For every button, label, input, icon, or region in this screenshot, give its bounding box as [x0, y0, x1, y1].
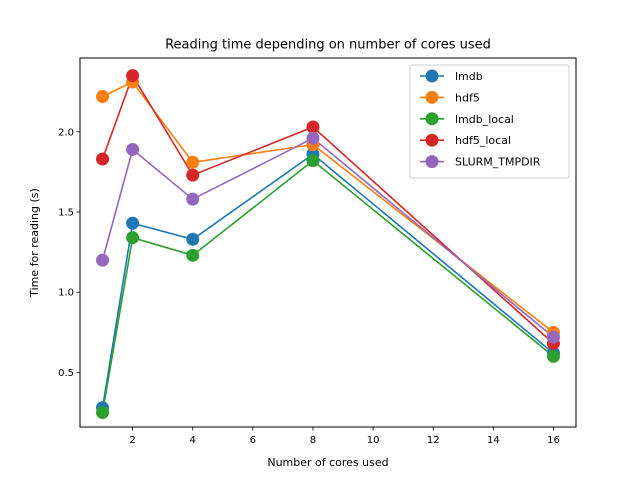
legend-label-hdf5: hdf5 [455, 91, 480, 104]
legend: lmdb hdf5 lmdb_local hdf5_local SLURM_TMPDIR [409, 64, 570, 179]
data-point-lmdb_local [96, 406, 110, 420]
legend-label-lmdb: lmdb [455, 70, 483, 83]
x-tick-label: 14 [487, 435, 500, 446]
data-point-hdf5_local [306, 120, 320, 134]
x-axis-label: Number of cores used [267, 456, 388, 469]
data-point-SLURM_TMPDIR [306, 131, 320, 145]
legend-label-SLURM_TMPDIR: SLURM_TMPDIR [455, 156, 541, 169]
x-tick-label: 6 [250, 435, 256, 446]
x-tick-label: 4 [190, 435, 196, 446]
y-axis-label: Time for reading (s) [28, 188, 41, 298]
y-tick-label: 0.5 [58, 368, 74, 379]
data-point-lmdb_local [306, 154, 320, 168]
x-tick-label: 16 [547, 435, 560, 446]
x-tick-label: 2 [129, 435, 135, 446]
x-tick-label: 12 [427, 435, 440, 446]
legend-label-lmdb_local: lmdb_local [455, 113, 514, 126]
y-axis: 0.5 1.0 1.5 2.0 [58, 127, 80, 379]
data-point-lmdb_local [546, 349, 560, 363]
legend-box [409, 64, 570, 179]
series-line-lmdb_local [101, 159, 554, 413]
plot-area [96, 69, 560, 420]
data-point-SLURM_TMPDIR [96, 253, 110, 267]
data-point-SLURM_TMPDIR [186, 192, 200, 206]
data-point-lmdb_local [186, 248, 200, 262]
y-tick-label: 1.5 [58, 208, 74, 219]
y-tick-label: 2.0 [58, 127, 74, 138]
data-point-hdf5_local [96, 152, 110, 166]
data-point-lmdb_local [126, 231, 140, 245]
data-point-lmdb [186, 232, 200, 246]
plot-frame [79, 57, 577, 428]
legend-label-hdf5_local: hdf5_local [455, 134, 511, 147]
data-point-hdf5 [96, 90, 110, 104]
data-point-SLURM_TMPDIR [546, 330, 560, 344]
legend-marker-lmdb [425, 69, 439, 83]
legend-marker-SLURM_TMPDIR [425, 155, 439, 169]
x-tick-label: 8 [310, 435, 316, 446]
x-axis: 2 4 6 8 10 12 14 16 [129, 427, 560, 446]
legend-marker-hdf5 [425, 90, 439, 104]
chart-title: Reading time depending on number of core… [165, 38, 491, 53]
legend-marker-lmdb_local [425, 112, 439, 126]
x-tick-label: 10 [367, 435, 380, 446]
y-tick-label: 1.0 [58, 288, 74, 299]
data-point-hdf5_local [126, 69, 140, 83]
legend-marker-hdf5_local [425, 133, 439, 147]
data-point-SLURM_TMPDIR [126, 142, 140, 156]
data-point-hdf5 [186, 155, 200, 169]
data-point-hdf5_local [186, 168, 200, 182]
data-point-lmdb [126, 216, 140, 230]
